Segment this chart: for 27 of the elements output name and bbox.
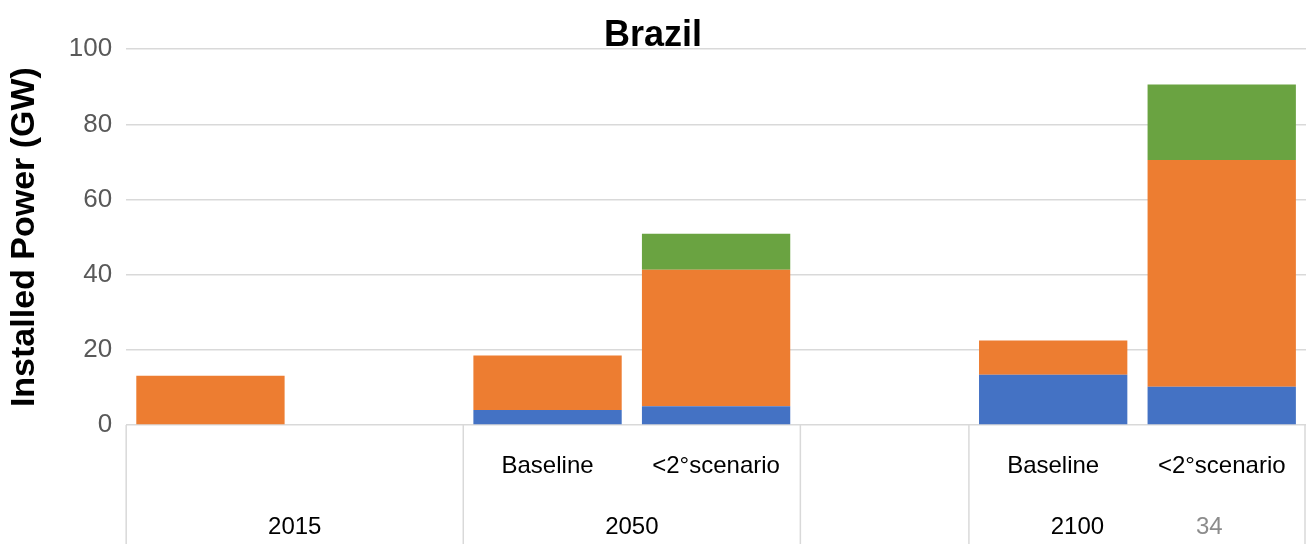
bar bbox=[473, 409, 622, 425]
chart-title: Brazil bbox=[603, 12, 703, 54]
bar bbox=[473, 355, 622, 410]
text: 34 bbox=[1196, 511, 1223, 539]
bar bbox=[979, 374, 1128, 425]
x-tick-label: <2°scenario bbox=[1157, 450, 1286, 478]
bar bbox=[1147, 386, 1296, 425]
y-tick-label: 40 bbox=[83, 257, 113, 288]
y-tick-label: 100 bbox=[68, 32, 113, 63]
text: 2015 bbox=[268, 511, 322, 539]
y-tick-label: 60 bbox=[83, 182, 113, 213]
bar bbox=[136, 375, 285, 425]
bar bbox=[641, 269, 791, 407]
text: 2100 bbox=[1050, 511, 1105, 539]
x-tick-label: Baseline bbox=[1007, 450, 1100, 478]
y-axis-title: Installed Power (GW) bbox=[2, 67, 41, 408]
bar bbox=[641, 406, 791, 425]
text: 2050 bbox=[605, 511, 659, 539]
y-tick-label: 80 bbox=[83, 107, 113, 138]
bar bbox=[1147, 84, 1296, 161]
x-tick-label: <2°scenario bbox=[652, 450, 780, 478]
y-tick-label: 20 bbox=[83, 333, 113, 364]
bar bbox=[1147, 160, 1296, 387]
x-tick-label: Baseline bbox=[501, 450, 594, 478]
bar bbox=[641, 233, 791, 270]
bar bbox=[979, 340, 1128, 375]
y-tick-label: 0 bbox=[97, 408, 113, 439]
